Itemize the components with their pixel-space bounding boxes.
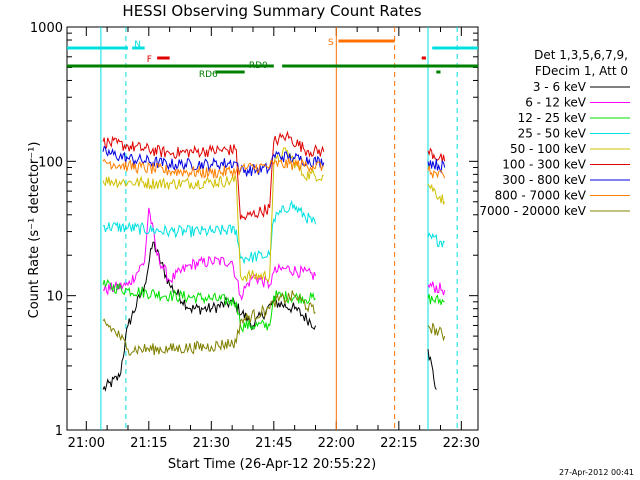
- x-axis-label: Start Time (26-Apr-12 20:55:22): [168, 457, 376, 472]
- legend-header-line-1: Det 1,3,5,6,7,9,: [534, 48, 628, 62]
- flag-segment: [282, 64, 478, 68]
- legend-entry-label: 300 - 800 keV: [502, 173, 586, 187]
- legend-entry-label: 6 - 12 keV: [525, 96, 587, 110]
- flag-label: RD0: [249, 61, 268, 71]
- x-tick-label: 22:00: [318, 436, 355, 451]
- series-line: [102, 207, 446, 301]
- flag-label: F: [147, 55, 152, 65]
- series-line: [102, 147, 446, 283]
- flag-segment: [67, 64, 274, 68]
- legend-entry-label: 12 - 25 keV: [518, 111, 587, 125]
- y-axis-label: Count Rate (s⁻¹ detector⁻¹): [27, 142, 42, 319]
- flag-label: RD6: [199, 70, 218, 80]
- flag-segment: [67, 46, 128, 50]
- flag-segment: [432, 46, 478, 50]
- series-line: [102, 241, 437, 392]
- legend-header-line-2: FDecim 1, Att 0: [535, 64, 628, 78]
- legend-entry-label: 800 - 7000 keV: [495, 189, 587, 203]
- flag-label: N: [134, 40, 141, 50]
- x-tick-label: 21:30: [193, 436, 230, 451]
- x-tick-label: 21:45: [255, 436, 292, 451]
- x-tick-label: 22:15: [380, 436, 417, 451]
- legend-entry-label: 7000 - 20000 keV: [479, 204, 586, 218]
- flag-segment: [157, 56, 170, 60]
- legend-entry-label: 50 - 100 keV: [510, 142, 587, 156]
- series-line: [102, 278, 445, 333]
- y-tick-label: 1000: [30, 21, 63, 36]
- legend-entry-label: 25 - 50 keV: [518, 127, 587, 141]
- flag-segment: [436, 70, 441, 74]
- x-tick-label: 21:15: [130, 436, 167, 451]
- flag-segment: [421, 56, 426, 60]
- plot-area: 1 10 100 1000 21:00 21:15 21:30 21:45 22:00 22:15…: [30, 21, 480, 451]
- x-tick-label: 21:00: [68, 436, 105, 451]
- legend: Det 1,3,5,6,7,9, FDecim 1, Att 0 3 - 6 k…: [479, 48, 630, 218]
- series-line: [102, 199, 445, 265]
- x-tick-label: 22:30: [443, 436, 480, 451]
- flag-label: S: [328, 38, 334, 48]
- flag-segment: [338, 39, 395, 43]
- timestamp: 27-Apr-2012 00:41: [559, 468, 634, 477]
- legend-entry-label: 100 - 300 keV: [502, 158, 586, 172]
- flag-segment: [132, 46, 145, 50]
- series-line: [102, 157, 446, 179]
- plot-frame: [66, 26, 479, 431]
- series-line: [102, 145, 446, 177]
- y-tick-label: 1: [55, 424, 63, 439]
- series-line: [102, 290, 446, 356]
- series-group: [102, 130, 446, 392]
- legend-entry-label: 3 - 6 keV: [533, 80, 587, 94]
- flag-segment: [215, 70, 245, 74]
- y-tick-label: 10: [46, 290, 63, 305]
- chart-title: HESSI Observing Summary Count Rates: [122, 2, 421, 20]
- y-tick-label: 100: [38, 155, 63, 170]
